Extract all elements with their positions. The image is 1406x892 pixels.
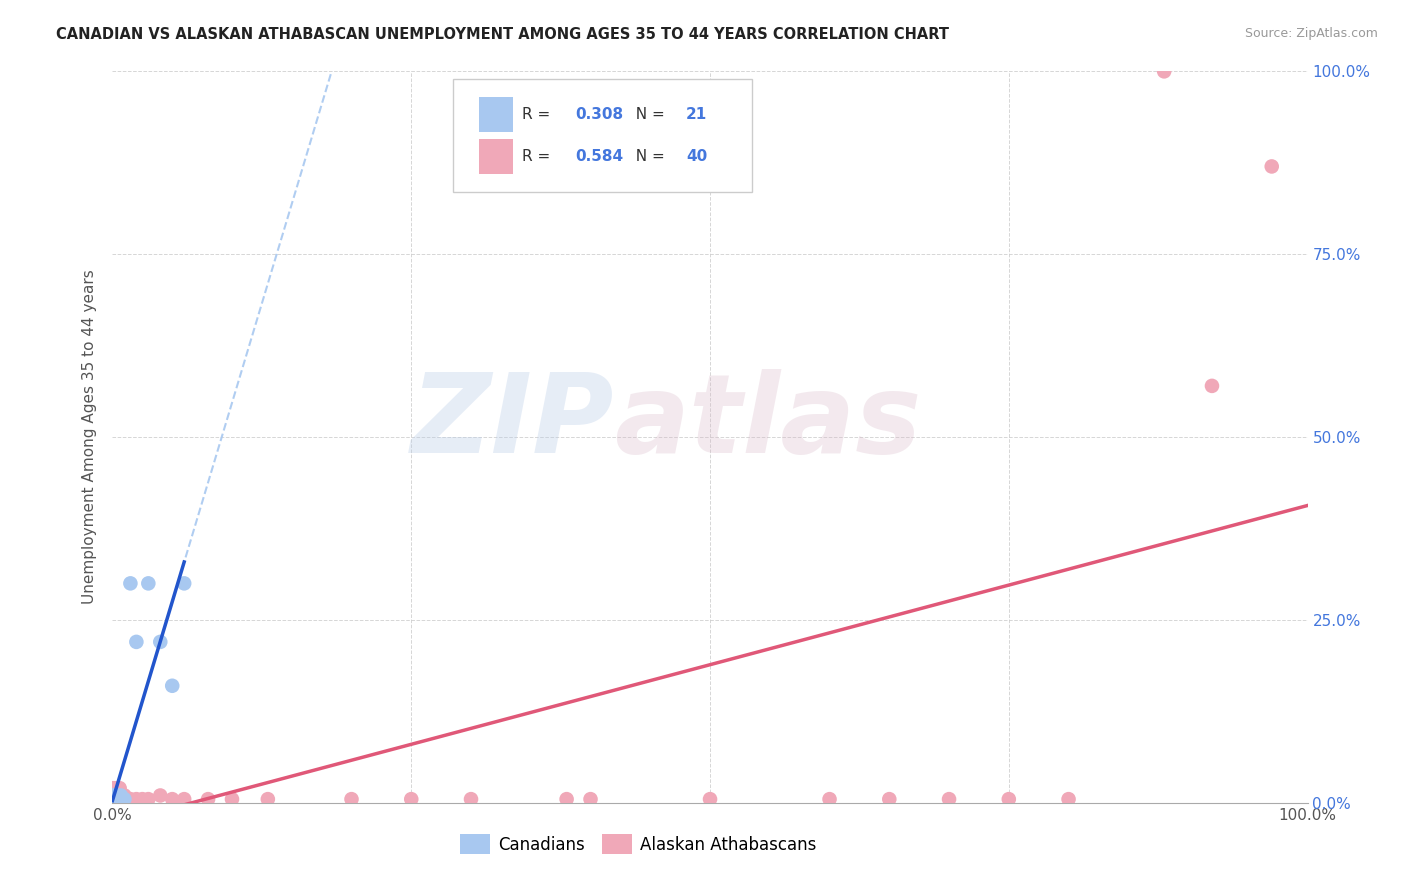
Legend: Canadians, Alaskan Athabascans: Canadians, Alaskan Athabascans <box>453 828 824 860</box>
Point <box>101 789 124 803</box>
Point <box>114 789 135 803</box>
Text: atlas: atlas <box>614 369 922 476</box>
Point <box>401 792 423 806</box>
Point <box>108 789 131 803</box>
Text: 0.308: 0.308 <box>575 107 623 122</box>
Point <box>1057 792 1080 806</box>
Point <box>197 792 219 806</box>
Text: N =: N = <box>627 107 671 122</box>
Point <box>107 796 129 810</box>
Point <box>105 792 128 806</box>
Point <box>104 789 127 803</box>
Point <box>173 792 195 806</box>
Point <box>1153 64 1175 78</box>
Point <box>162 792 183 806</box>
Point <box>111 792 134 806</box>
Point <box>107 789 129 803</box>
Point <box>110 792 132 806</box>
Text: 0.584: 0.584 <box>575 149 623 164</box>
Point <box>105 785 128 799</box>
Text: Source: ZipAtlas.com: Source: ZipAtlas.com <box>1244 27 1378 40</box>
Text: ZIP: ZIP <box>411 369 614 476</box>
FancyBboxPatch shape <box>453 78 752 192</box>
Point <box>120 576 142 591</box>
Point <box>107 792 129 806</box>
Point <box>138 576 160 591</box>
Point <box>131 792 153 806</box>
Point <box>938 792 960 806</box>
Point <box>104 789 127 803</box>
Point <box>107 792 129 806</box>
Point <box>149 635 172 649</box>
Point <box>105 796 128 810</box>
Text: R =: R = <box>523 149 555 164</box>
Text: 40: 40 <box>686 149 707 164</box>
Point <box>110 789 132 803</box>
Point <box>105 792 128 806</box>
Point <box>879 792 901 806</box>
Point <box>162 679 183 693</box>
Point <box>138 792 160 806</box>
Point <box>221 792 243 806</box>
Point <box>101 792 124 806</box>
Point <box>108 781 131 796</box>
Text: R =: R = <box>523 107 555 122</box>
Point <box>1201 379 1223 393</box>
Point <box>105 796 128 810</box>
Point <box>460 792 482 806</box>
Point <box>257 792 280 806</box>
Point <box>108 792 131 806</box>
Point <box>111 792 134 806</box>
Point <box>103 792 125 806</box>
Point <box>149 789 172 803</box>
Bar <box>479 138 513 174</box>
Point <box>1261 160 1284 174</box>
Point <box>699 792 721 806</box>
Point <box>103 785 125 799</box>
Point <box>114 792 135 806</box>
Point <box>103 789 125 803</box>
Point <box>105 789 128 803</box>
Point <box>120 792 142 806</box>
Point <box>173 576 195 591</box>
Point <box>125 635 148 649</box>
Point <box>104 781 127 796</box>
Text: N =: N = <box>627 149 671 164</box>
Point <box>105 789 128 803</box>
Text: 21: 21 <box>686 107 707 122</box>
Point <box>818 792 841 806</box>
Point <box>998 792 1021 806</box>
Point <box>104 792 127 806</box>
Point <box>555 792 578 806</box>
Y-axis label: Unemployment Among Ages 35 to 44 years: Unemployment Among Ages 35 to 44 years <box>82 269 97 605</box>
Point <box>105 792 128 806</box>
Bar <box>479 97 513 132</box>
Text: CANADIAN VS ALASKAN ATHABASCAN UNEMPLOYMENT AMONG AGES 35 TO 44 YEARS CORRELATIO: CANADIAN VS ALASKAN ATHABASCAN UNEMPLOYM… <box>56 27 949 42</box>
Point <box>101 781 124 796</box>
Point <box>125 792 148 806</box>
Point <box>340 792 363 806</box>
Point <box>579 792 602 806</box>
